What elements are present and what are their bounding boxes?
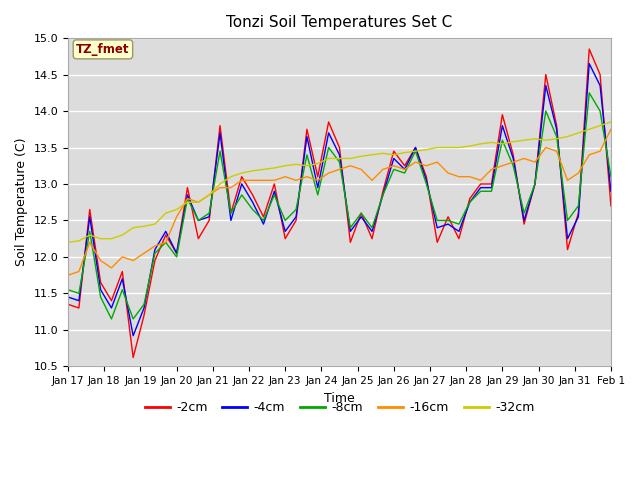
-2cm — [466, 196, 474, 202]
-2cm — [129, 355, 137, 360]
Line: -32cm: -32cm — [68, 122, 611, 242]
-16cm — [238, 178, 246, 183]
Title: Tonzi Soil Temperatures Set C: Tonzi Soil Temperatures Set C — [227, 15, 452, 30]
Y-axis label: Soil Temperature (C): Soil Temperature (C) — [15, 138, 28, 266]
-16cm — [184, 196, 191, 202]
-32cm — [238, 170, 246, 176]
-32cm — [455, 144, 463, 150]
-8cm — [607, 174, 615, 180]
Text: TZ_fmet: TZ_fmet — [76, 43, 130, 56]
-4cm — [466, 199, 474, 205]
-4cm — [586, 61, 593, 67]
-16cm — [227, 185, 235, 191]
-8cm — [238, 192, 246, 198]
-4cm — [195, 217, 202, 223]
Line: -4cm: -4cm — [68, 64, 611, 336]
-32cm — [607, 119, 615, 125]
Line: -8cm: -8cm — [68, 93, 611, 319]
-8cm — [586, 90, 593, 96]
-32cm — [184, 199, 191, 205]
-8cm — [64, 287, 72, 293]
-4cm — [64, 294, 72, 300]
-4cm — [129, 333, 137, 338]
Line: -16cm: -16cm — [68, 129, 611, 275]
-4cm — [607, 188, 615, 194]
Line: -2cm: -2cm — [68, 49, 611, 358]
-4cm — [249, 199, 257, 205]
-4cm — [596, 83, 604, 88]
-8cm — [466, 199, 474, 205]
-2cm — [249, 192, 257, 198]
-16cm — [455, 174, 463, 180]
-8cm — [249, 206, 257, 212]
-16cm — [64, 272, 72, 278]
-8cm — [195, 217, 202, 223]
-16cm — [607, 126, 615, 132]
-8cm — [433, 217, 441, 223]
Legend: -2cm, -4cm, -8cm, -16cm, -32cm: -2cm, -4cm, -8cm, -16cm, -32cm — [140, 396, 540, 419]
-2cm — [238, 174, 246, 180]
-2cm — [64, 301, 72, 307]
-2cm — [596, 72, 604, 77]
-2cm — [195, 236, 202, 241]
-8cm — [108, 316, 115, 322]
-2cm — [586, 46, 593, 52]
-4cm — [238, 181, 246, 187]
-2cm — [433, 240, 441, 245]
-32cm — [227, 174, 235, 180]
-4cm — [433, 225, 441, 230]
-32cm — [596, 123, 604, 129]
-2cm — [607, 203, 615, 209]
X-axis label: Time: Time — [324, 392, 355, 405]
-32cm — [64, 240, 72, 245]
-16cm — [422, 163, 430, 168]
-32cm — [422, 147, 430, 153]
-8cm — [596, 108, 604, 114]
-16cm — [596, 148, 604, 154]
